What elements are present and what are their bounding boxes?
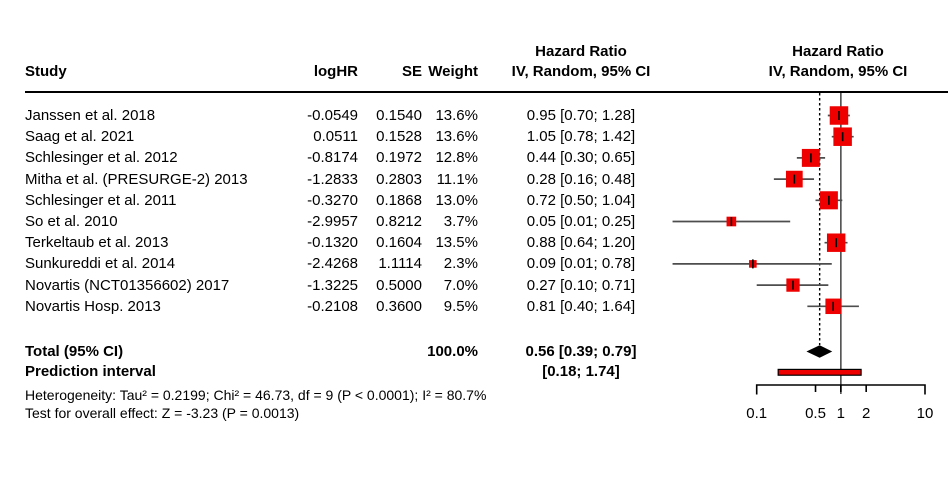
study-loghr: -0.0549 <box>307 107 358 124</box>
study-loghr: -1.3225 <box>307 276 358 294</box>
study-loghr: 0.0511 <box>313 128 358 146</box>
prediction-interval-row: Prediction interval [0.18; 1.74] <box>0 361 949 382</box>
x-axis-tick-label: 0.1 <box>746 405 767 422</box>
study-name: Mitha et al. (PRESURGE-2) 2013 <box>25 170 248 188</box>
column-header-loghr: logHR <box>313 63 358 80</box>
study-ci: 0.27 [0.10; 0.71] <box>526 276 636 294</box>
study-weight: 7.0% <box>443 276 478 294</box>
study-weight: 13.6% <box>435 107 478 124</box>
study-row: Janssen et al. 2018 -0.0549 0.1540 13.6% 0.9… <box>0 105 949 126</box>
study-ci: 0.95 [0.70; 1.28] <box>526 107 636 124</box>
study-weight: 3.7% <box>443 213 478 230</box>
total-weight: 100.0% <box>427 343 478 360</box>
study-weight: 2.3% <box>443 255 478 273</box>
study-se: 0.1528 <box>376 128 422 146</box>
study-se: 1.1114 <box>378 255 422 273</box>
study-se: 0.5000 <box>376 276 422 294</box>
ci-column-header-line2: IV, Random, 95% CI <box>511 63 651 80</box>
study-ci: 0.28 [0.16; 0.48] <box>526 170 636 188</box>
x-axis-tick-label: 10 <box>917 405 934 422</box>
column-header-weight: Weight <box>428 63 478 80</box>
total-label: Total (95% CI) <box>25 343 124 360</box>
header-divider <box>25 91 948 93</box>
study-row: Novartis (NCT01356602) 2017 -1.3225 0.5000… <box>0 275 949 296</box>
study-se: 0.3600 <box>376 297 422 315</box>
study-name: Novartis Hosp. 2013 <box>25 297 161 315</box>
study-ci: 1.05 [0.78; 1.42] <box>526 128 636 146</box>
study-loghr: -2.9957 <box>307 213 358 230</box>
study-se: 0.8212 <box>376 213 422 230</box>
study-ci: 0.88 [0.64; 1.20] <box>526 234 636 252</box>
pooled-diamond <box>806 345 833 358</box>
study-ci: 0.44 [0.30; 0.65] <box>526 149 636 167</box>
study-row: Schlesinger et al. 2012 -0.8174 0.1972 12.8… <box>0 147 949 168</box>
total-row: Total (95% CI) 100.0% 0.56 [0.39; 0.79] <box>0 341 949 362</box>
study-ci: 0.05 [0.01; 0.25] <box>526 213 636 230</box>
study-name: Novartis (NCT01356602) 2017 <box>25 276 230 294</box>
study-ci: 0.81 [0.40; 1.64] <box>526 297 636 315</box>
study-row: Mitha et al. (PRESURGE-2) 2013 -1.2833 0.2… <box>0 169 949 190</box>
study-loghr: -2.4268 <box>307 255 358 273</box>
study-loghr: -0.3270 <box>307 191 358 209</box>
study-ci: 0.09 [0.01; 0.78] <box>526 255 636 273</box>
study-se: 0.1868 <box>376 191 422 209</box>
ci-column-header-line1: Hazard Ratio <box>535 43 627 60</box>
study-weight: 11.1% <box>436 170 478 188</box>
study-name: Sunkureddi et al. 2014 <box>25 255 176 273</box>
study-ci: 0.72 [0.50; 1.04] <box>526 191 636 209</box>
x-axis-tick-label: 2 <box>862 405 870 422</box>
study-row: Schlesinger et al. 2011 -0.3270 0.1868 13.0… <box>0 190 949 211</box>
study-name: Schlesinger et al. 2011 <box>25 191 177 209</box>
prediction-interval-bar <box>777 368 862 376</box>
study-loghr: -1.2833 <box>307 170 358 188</box>
prediction-ci: [0.18; 1.74] <box>542 363 620 380</box>
study-row: Sunkureddi et al. 2014 -2.4268 1.1114 2.3% 0… <box>0 253 949 274</box>
study-loghr: -0.8174 <box>307 149 358 167</box>
x-axis-tick-label: 1 <box>837 405 845 422</box>
heterogeneity-note: Heterogeneity: Tau² = 0.2199; Chi² = 46.… <box>25 387 487 403</box>
study-name: Janssen et al. 2018 <box>25 107 156 124</box>
plot-column-header-line1: Hazard Ratio <box>792 43 884 60</box>
study-row: Terkeltaub et al. 2013 -0.1320 0.1604 13.5%… <box>0 232 949 253</box>
study-row: Saag et al. 2021 0.0511 0.1528 13.6% 1.05 [0… <box>0 126 949 147</box>
study-name: Schlesinger et al. 2012 <box>25 149 178 167</box>
study-row: So et al. 2010 -2.9957 0.8212 3.7% 0.05 [0.0… <box>0 211 949 232</box>
study-weight: 9.5% <box>443 297 478 315</box>
prediction-label: Prediction interval <box>25 363 156 380</box>
total-ci: 0.56 [0.39; 0.79] <box>525 343 637 360</box>
overall-effect-note: Test for overall effect: Z = -3.23 (P = … <box>25 405 300 421</box>
study-name: So et al. 2010 <box>25 213 118 230</box>
study-se: 0.1540 <box>376 107 422 124</box>
study-se: 0.2803 <box>376 170 422 188</box>
study-name: Terkeltaub et al. 2013 <box>25 234 169 252</box>
plot-column-header-line2: IV, Random, 95% CI <box>768 63 908 80</box>
column-header-se: SE <box>401 63 422 80</box>
study-se: 0.1604 <box>376 234 422 252</box>
study-name: Saag et al. 2021 <box>25 128 135 146</box>
study-loghr: -0.2108 <box>307 297 358 315</box>
study-weight: 13.0% <box>435 191 478 209</box>
study-se: 0.1972 <box>376 149 422 167</box>
study-row: Novartis Hosp. 2013 -0.2108 0.3600 9.5% 0.81… <box>0 296 949 317</box>
study-loghr: -0.1320 <box>307 234 358 252</box>
column-header-study: Study <box>25 63 67 80</box>
study-weight: 12.8% <box>435 149 478 167</box>
x-axis-tick-label: 0.5 <box>805 405 826 422</box>
study-weight: 13.6% <box>435 128 478 146</box>
study-weight: 13.5% <box>435 234 478 252</box>
